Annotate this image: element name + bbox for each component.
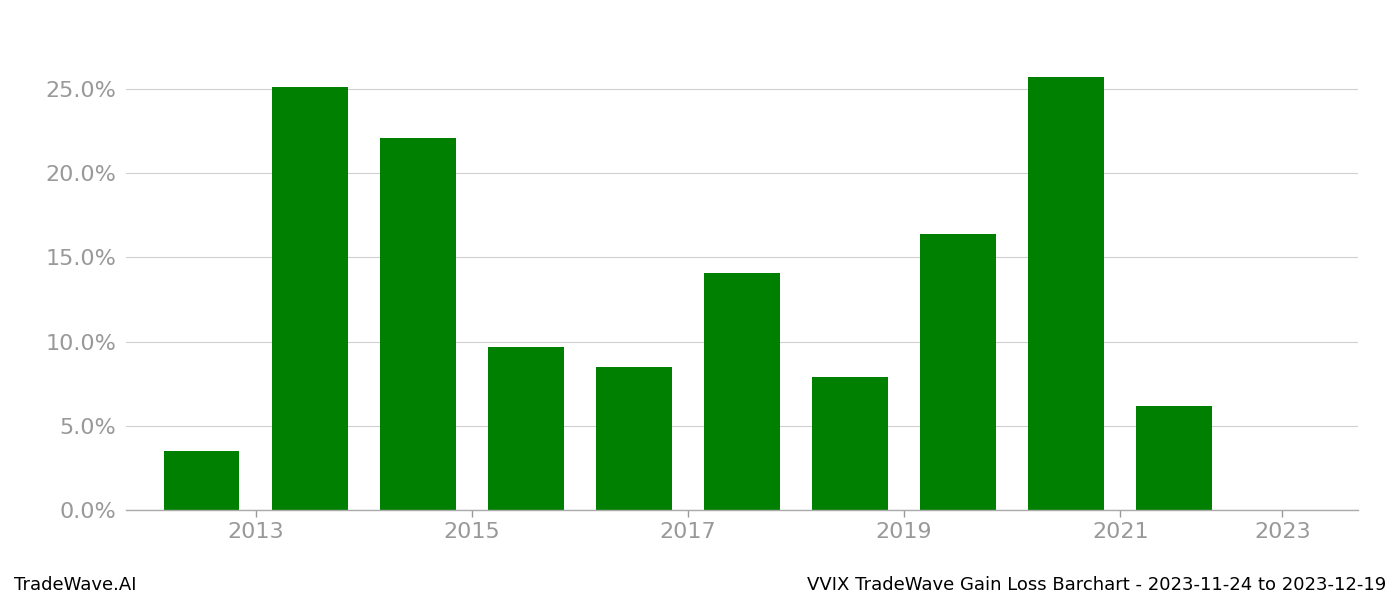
- Bar: [596, 367, 672, 510]
- Bar: [489, 347, 564, 510]
- Bar: [1029, 77, 1105, 510]
- Bar: [920, 234, 995, 510]
- Bar: [272, 87, 347, 510]
- Bar: [1137, 406, 1212, 510]
- Bar: [379, 138, 455, 510]
- Text: TradeWave.AI: TradeWave.AI: [14, 576, 137, 594]
- Bar: [704, 272, 780, 510]
- Text: VVIX TradeWave Gain Loss Barchart - 2023-11-24 to 2023-12-19: VVIX TradeWave Gain Loss Barchart - 2023…: [806, 576, 1386, 594]
- Bar: [812, 377, 888, 510]
- Bar: [164, 451, 239, 510]
